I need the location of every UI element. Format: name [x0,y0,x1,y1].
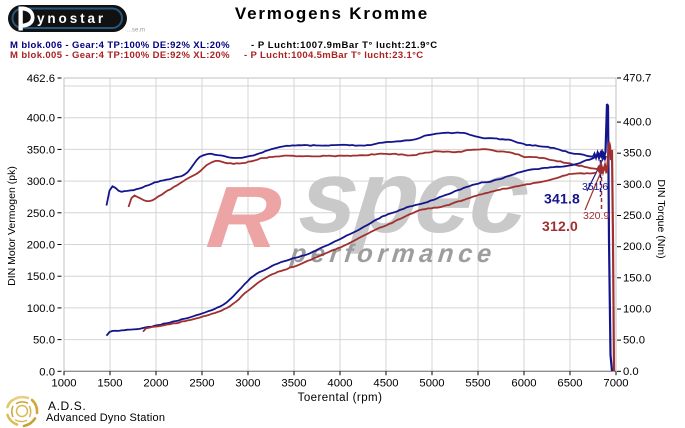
svg-text:200.0: 200.0 [27,240,55,252]
svg-text:7000: 7000 [603,377,628,389]
svg-text:performance: performance [288,240,497,268]
svg-text:470.7: 470.7 [623,73,651,85]
svg-text:350.0: 350.0 [27,144,55,156]
svg-text:0.0: 0.0 [39,366,55,378]
svg-text:spec: spec [295,139,534,255]
svg-text:ynostar: ynostar [37,11,106,26]
svg-text:4500: 4500 [373,377,398,389]
svg-text:6000: 6000 [511,377,536,389]
svg-text:200.0: 200.0 [623,241,651,253]
svg-text:...se.m: ...se.m [127,28,145,34]
svg-text:4000: 4000 [327,377,352,389]
svg-text:462.6: 462.6 [27,73,55,85]
svg-text:351.6: 351.6 [582,181,608,193]
svg-text:3500: 3500 [281,377,306,389]
svg-text:DIN Torque (Nm): DIN Torque (Nm) [655,179,667,258]
svg-text:250.0: 250.0 [27,208,55,220]
svg-text:400.0: 400.0 [27,113,55,125]
svg-text:100.0: 100.0 [27,303,55,315]
svg-text:300.0: 300.0 [27,176,55,188]
svg-text:2500: 2500 [189,377,214,389]
svg-text:150.0: 150.0 [623,272,651,284]
svg-text:R: R [203,168,286,265]
svg-text:1500: 1500 [97,377,122,389]
svg-text:1000: 1000 [51,377,76,389]
svg-text:150.0: 150.0 [27,271,55,283]
svg-text:341.8: 341.8 [544,191,580,207]
svg-text:250.0: 250.0 [623,210,651,222]
svg-text:50.0: 50.0 [33,335,55,347]
svg-text:0.0: 0.0 [623,366,639,378]
svg-text:320.9: 320.9 [583,210,609,222]
svg-text:50.0: 50.0 [623,335,645,347]
svg-text:5500: 5500 [465,377,490,389]
svg-text:100.0: 100.0 [623,304,651,316]
svg-text:DIN Motor Vermogen (pk): DIN Motor Vermogen (pk) [6,166,18,286]
svg-text:312.0: 312.0 [542,218,578,234]
svg-text:6500: 6500 [557,377,582,389]
svg-text:2000: 2000 [143,377,168,389]
svg-text:Toerental (rpm): Toerental (rpm) [298,392,383,404]
svg-text:3000: 3000 [235,377,260,389]
svg-text:350.0: 350.0 [623,148,651,160]
svg-text:400.0: 400.0 [623,117,651,129]
svg-text:5000: 5000 [419,377,444,389]
svg-text:300.0: 300.0 [623,179,651,191]
